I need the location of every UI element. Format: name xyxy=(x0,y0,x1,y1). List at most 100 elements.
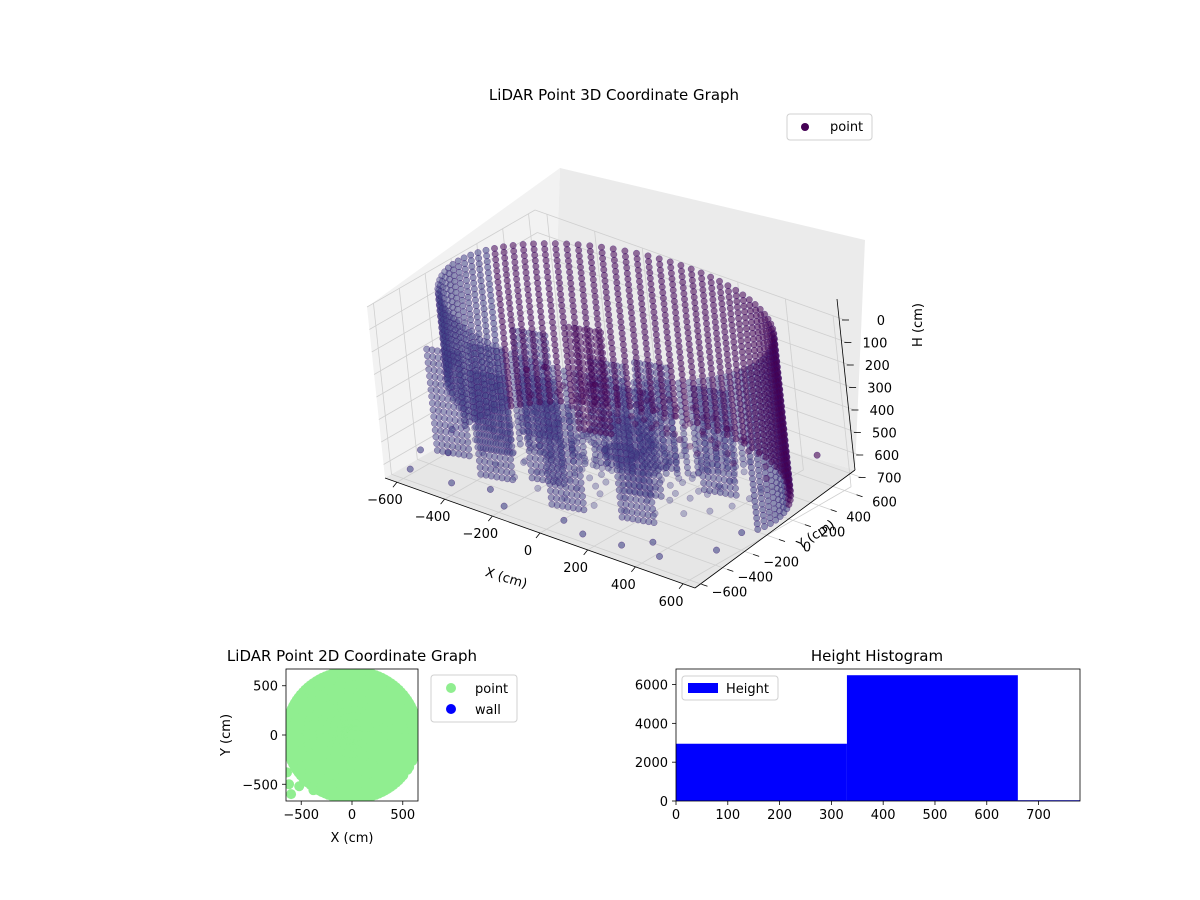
chart-3d-point xyxy=(654,348,662,355)
chart-3d-point xyxy=(623,444,631,452)
chart-3d-point xyxy=(713,546,720,554)
chart-3d-point xyxy=(671,445,679,453)
chart-3d-point xyxy=(727,444,735,452)
chart-3d-point xyxy=(463,276,470,284)
chart-3d-point xyxy=(635,376,642,384)
chart-3d-point xyxy=(626,432,633,439)
chart-3d-point xyxy=(648,396,656,403)
chart-3d-point xyxy=(511,258,519,266)
chart-3d-point xyxy=(579,286,587,294)
chart-3d-point xyxy=(655,255,663,263)
chart-3d-point xyxy=(736,326,744,334)
chart-3d-point xyxy=(516,303,524,311)
chart-3d-point xyxy=(751,409,759,417)
chart-3d-point xyxy=(679,424,687,432)
chart-3d-point xyxy=(663,429,671,437)
chart-3d-point xyxy=(487,297,495,305)
chart-3d-y-tick-label: −600 xyxy=(712,585,748,600)
chart-3d-y-tick-label: −200 xyxy=(763,555,799,570)
chart-3d-point xyxy=(464,347,472,355)
chart-3d-point xyxy=(439,316,447,324)
chart-3d-point xyxy=(689,374,697,382)
chart-3d-point xyxy=(736,400,744,408)
chart-3d-point xyxy=(541,347,549,355)
chart-3d-point xyxy=(577,479,585,487)
chart-3d-point xyxy=(579,443,587,451)
chart-3d-point xyxy=(573,336,581,344)
chart-3d-point xyxy=(671,430,679,438)
chart-3d-point xyxy=(586,474,594,482)
chart-3d-point xyxy=(677,261,685,269)
chart-3d-point xyxy=(741,439,748,447)
chart-3d-point xyxy=(566,375,573,383)
chart-3d-point xyxy=(615,417,622,425)
chart-3d-point xyxy=(641,328,649,336)
chart-3d-x-tick-label: 0 xyxy=(524,544,532,559)
chart-3d-point xyxy=(513,372,521,380)
chart-3d-point xyxy=(516,400,524,408)
chart-3d-point xyxy=(507,436,515,444)
chart-3d-point xyxy=(628,457,636,465)
chart-3d-point xyxy=(558,459,566,467)
chart-3d-point xyxy=(560,516,568,524)
chart-3d-legend: point xyxy=(786,113,873,141)
chart-3d-point xyxy=(636,283,644,291)
chart-3d-point xyxy=(513,281,521,289)
chart-3d-point xyxy=(688,474,696,482)
chart-3d-point xyxy=(691,396,699,404)
chart-3d-point xyxy=(652,441,660,449)
chart-3d-z-tick-label: 100 xyxy=(863,337,888,352)
chart-3d-point xyxy=(686,351,694,359)
chart-3d-y-tick-label: −400 xyxy=(737,570,773,585)
chart-3d-point xyxy=(682,447,690,455)
chart-3d-point xyxy=(612,273,620,281)
chart-3d-point xyxy=(745,458,753,466)
chart-3d-point xyxy=(607,430,615,438)
chart-3d-point xyxy=(543,369,551,377)
chart-3d-point xyxy=(442,326,450,334)
chart-3d-point xyxy=(752,358,760,365)
chart-3d-point xyxy=(472,302,480,310)
chart-3d-point xyxy=(440,339,448,347)
chart-3d-point xyxy=(718,380,726,388)
chart-3d-point xyxy=(688,276,696,284)
chart-3d-point xyxy=(563,246,571,254)
chart-3d-point xyxy=(657,486,664,493)
chart-3d-point xyxy=(758,494,765,502)
chart-3d-point xyxy=(437,299,445,307)
chart-3d-point xyxy=(710,393,718,401)
chart-3d-point xyxy=(477,411,485,419)
chart-3d-point xyxy=(681,441,689,449)
chart-3d-point xyxy=(679,376,687,384)
chart-3d-point xyxy=(579,398,587,405)
chart-3d-point xyxy=(440,327,448,335)
chart-3d-point xyxy=(748,444,756,452)
chart-3d-point xyxy=(441,357,449,365)
chart-3d-point xyxy=(441,333,449,341)
chart-3d-point xyxy=(684,469,692,477)
chart-3d-point xyxy=(437,311,445,319)
chart-3d-point xyxy=(504,368,511,376)
chart-3d-points xyxy=(406,240,821,560)
chart-3d-point xyxy=(706,507,714,515)
chart-3d-point xyxy=(643,351,651,358)
chart-3d-point xyxy=(494,278,502,286)
chart-3d-point xyxy=(521,457,529,465)
chart-3d-point xyxy=(436,306,444,314)
chart-3d-z-tick-label: 200 xyxy=(865,359,890,374)
chart-3d-point xyxy=(459,302,467,310)
chart-3d-point xyxy=(622,363,630,371)
chart-3d-point xyxy=(557,453,565,460)
chart-3d-z-tick-label: 600 xyxy=(874,449,899,464)
chart-3d-point xyxy=(573,438,581,446)
chart-3d-point xyxy=(618,474,626,482)
chart-3d-point xyxy=(578,465,586,473)
chart-3d-point xyxy=(544,273,552,281)
chart-3d-legend-marker xyxy=(801,123,809,131)
chart-3d-point xyxy=(708,370,716,378)
chart-3d-point xyxy=(647,280,655,288)
chart-3d-point xyxy=(579,499,587,507)
chart-3d-point xyxy=(612,384,620,392)
chart-3d-point xyxy=(666,496,674,504)
chart-3d-point xyxy=(472,366,480,374)
